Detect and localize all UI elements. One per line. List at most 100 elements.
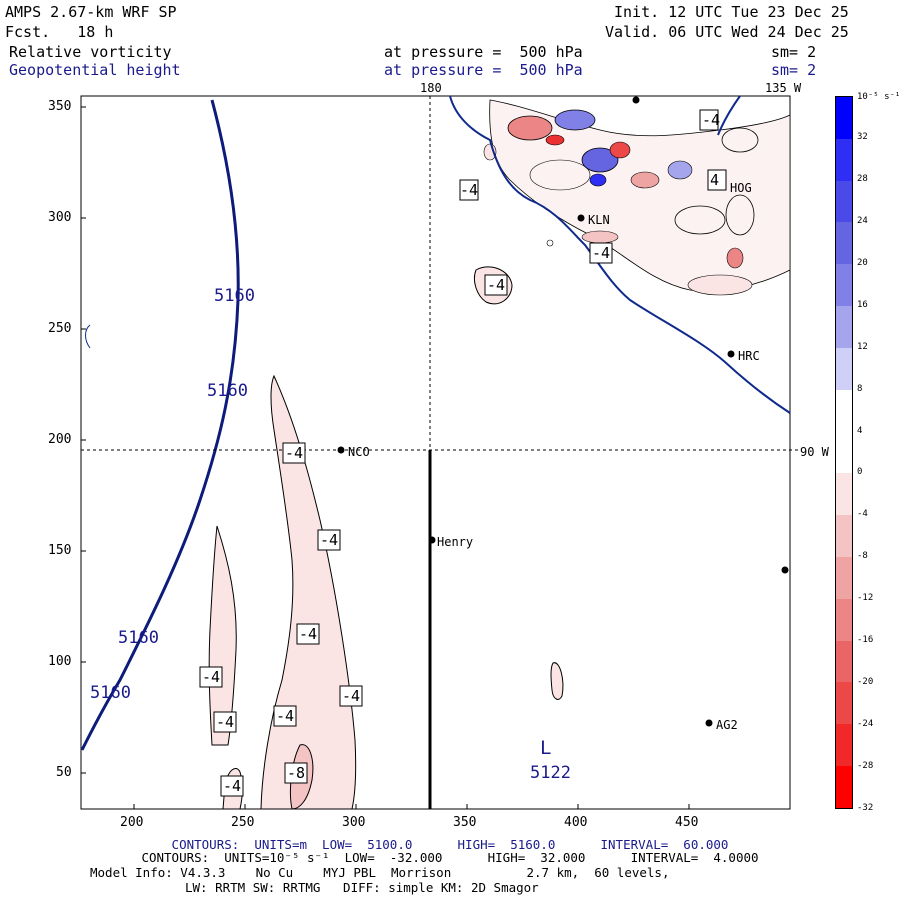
colorbar-segment <box>836 389 852 432</box>
colorbar-tick-label: 0 <box>857 467 863 478</box>
field2-pressure: at pressure = 500 hPa <box>384 61 583 79</box>
footer-height-contours: CONTOURS: UNITS=m LOW= 5100.0 HIGH= 5160… <box>171 837 729 852</box>
vort-label: -4 <box>592 244 611 262</box>
vort-label: -4 <box>320 531 339 549</box>
station-henry-marker[interactable] <box>428 536 436 544</box>
vort-label: -4 <box>202 668 221 686</box>
vort-label: -4 <box>702 111 721 129</box>
footer-model-info: Model Info: V4.3.3 No Cu MYJ PBL Morriso… <box>90 865 670 880</box>
colorbar-tick-label: -16 <box>857 635 874 646</box>
y-tick: 200 <box>48 432 72 447</box>
y-tick: 50 <box>56 765 72 780</box>
vorticity-mountain-region <box>483 99 791 296</box>
colorbar-tick-label: -28 <box>857 761 874 772</box>
colorbar <box>835 96 853 809</box>
colorbar-segment <box>836 515 852 557</box>
valid-time: Valid. 06 UTC Wed 24 Dec 25 <box>605 23 849 41</box>
field1-smoothing: sm= 2 <box>771 43 817 61</box>
x-tick: 200 <box>120 815 144 830</box>
y-tick: 300 <box>48 210 72 225</box>
low-center-symbol: L <box>540 737 552 759</box>
station-edge-marker[interactable] <box>781 566 789 574</box>
colorbar-segment <box>836 138 852 181</box>
coastline-north <box>717 95 741 136</box>
field1-pressure: at pressure = 500 hPa <box>384 43 583 61</box>
station-ag2-marker[interactable] <box>705 719 713 727</box>
colorbar-segment <box>836 724 852 766</box>
colorbar-tick-label: 24 <box>857 215 868 226</box>
station-north-marker[interactable] <box>632 96 640 104</box>
vort-label: -4 <box>460 181 479 199</box>
station-hrc-marker[interactable] <box>727 350 735 358</box>
height-label: 5160 <box>214 286 255 306</box>
colorbar-segment <box>836 598 852 641</box>
height-label: 5160 <box>90 683 131 703</box>
x-tick: 300 <box>342 815 366 830</box>
station-kln-label: KLN <box>588 213 610 227</box>
colorbar-tick-label: -8 <box>857 551 868 562</box>
vort-label-minus8: -8 <box>287 764 306 782</box>
colorbar-tick-label: 28 <box>857 173 868 184</box>
field2-smoothing: sm= 2 <box>771 61 817 79</box>
x-tick: 400 <box>564 815 588 830</box>
height-label: 5160 <box>207 381 248 401</box>
colorbar-segment <box>836 682 852 725</box>
colorbar-tick-label: 4 <box>857 425 863 436</box>
footer-physics: LW: RRTM SW: RRTMG DIFF: simple KM: 2D S… <box>185 880 539 895</box>
vort-label: -4 <box>285 444 304 462</box>
station-hog-label: HOG <box>730 181 752 195</box>
x-tick: 450 <box>675 815 699 830</box>
footer-vorticity-contours: CONTOURS: UNITS=10⁻⁵ s⁻¹ LOW= -32.000 HI… <box>141 850 759 865</box>
station-nco-marker[interactable] <box>337 446 345 454</box>
colorbar-segment <box>836 640 852 683</box>
colorbar-segment <box>836 306 852 348</box>
vort-label: 4 <box>710 171 720 189</box>
colorbar-segment <box>836 180 852 223</box>
colorbar-segment <box>836 264 852 307</box>
meridian-label-135w: 135 W <box>765 81 802 95</box>
coast-fragment <box>85 324 91 349</box>
colorbar-tick-label: 12 <box>857 341 868 352</box>
x-tick: 250 <box>231 815 255 830</box>
forecast-hour: Fcst. 18 h <box>5 23 114 41</box>
height-contour-5160 <box>80 99 240 751</box>
colorbar-tick-label: -32 <box>857 803 874 813</box>
y-tick: 150 <box>48 543 72 558</box>
colorbar-unit: 10⁻⁵ s⁻¹ <box>857 92 900 102</box>
meridian-label-90w: 90 W <box>800 445 829 459</box>
colorbar-tick-label: 32 <box>857 131 868 142</box>
low-center-value: 5122 <box>530 763 571 783</box>
station-nco-label: NCO <box>348 445 370 459</box>
colorbar-tick-label: -12 <box>857 593 874 604</box>
colorbar-tick-label: 8 <box>857 383 863 394</box>
station-henry-label: Henry <box>437 535 474 549</box>
vorticity-cell-east <box>550 662 564 700</box>
colorbar-tick-label: -20 <box>857 677 874 688</box>
colorbar-segment <box>836 556 852 599</box>
colorbar-segment <box>836 431 852 474</box>
x-tick: 350 <box>453 815 477 830</box>
vort-label: -4 <box>276 707 295 725</box>
vort-label: -4 <box>299 625 318 643</box>
colorbar-segment <box>836 473 852 516</box>
colorbar-tick-label: -4 <box>857 509 868 520</box>
vort-label: -4 <box>342 687 361 705</box>
y-tick: 250 <box>48 321 72 336</box>
y-tick: 350 <box>48 99 72 114</box>
field2-name: Geopotential height <box>9 61 181 79</box>
height-label: 5160 <box>118 628 159 648</box>
model-title: AMPS 2.67-km WRF SP <box>5 3 177 21</box>
station-kln-marker[interactable] <box>577 214 585 222</box>
axis-ticks <box>81 106 690 809</box>
colorbar-tick-label: -24 <box>857 719 874 730</box>
vorticity-band-southwest <box>208 525 237 746</box>
field1-name: Relative vorticity <box>9 43 172 61</box>
station-hrc-label: HRC <box>738 349 760 363</box>
colorbar-segment <box>836 766 852 808</box>
meridian-label-180: 180 <box>420 81 442 95</box>
colorbar-tick-label: 20 <box>857 257 868 268</box>
vorticity-label-boxes <box>199 109 727 797</box>
colorbar-segment <box>836 97 852 139</box>
colorbar-segment <box>836 222 852 265</box>
